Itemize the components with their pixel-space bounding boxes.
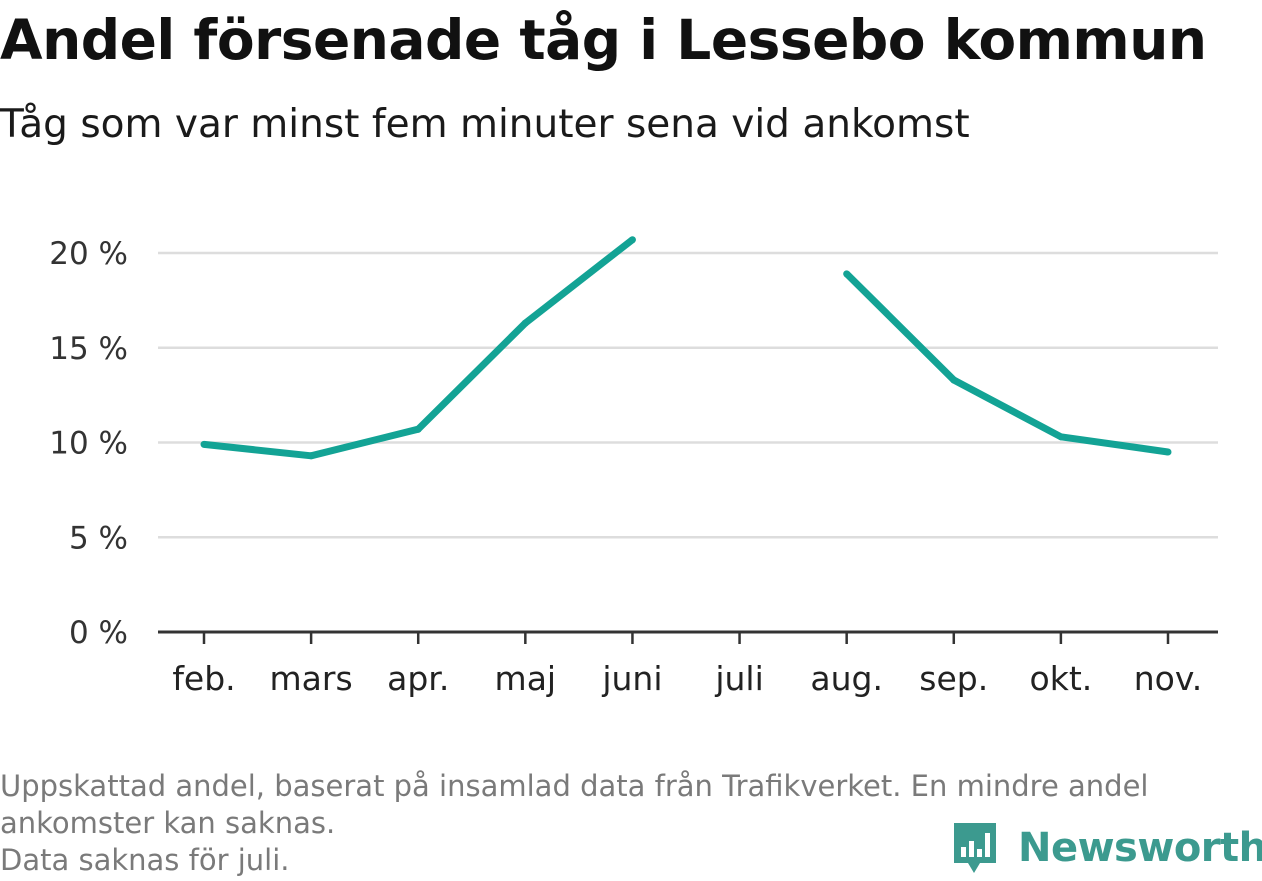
- x-tick-label-2: apr.: [387, 659, 449, 698]
- bar-chart-speech-bubble-icon: [950, 819, 1000, 877]
- y-tick-label-15: 15 %: [49, 331, 128, 367]
- chart-title: Andel försenade tåg i Lessebo kommun: [0, 8, 1207, 72]
- x-tick-label-4: juni: [601, 659, 662, 698]
- gridlines: [158, 251, 1218, 539]
- x-tick-label-6: aug.: [810, 659, 883, 698]
- data-point-juni: [628, 236, 636, 244]
- y-tick-label-10: 10 %: [49, 426, 128, 462]
- x-tick-label-5: juli: [714, 659, 763, 698]
- x-tick-label-9: nov.: [1134, 659, 1203, 698]
- newsworthy-logo[interactable]: Newsworthy: [950, 818, 1262, 878]
- x-axis: feb. mars apr. maj juni juli aug. sep. okt. nov.: [158, 630, 1218, 698]
- data-point-feb: [200, 440, 208, 448]
- x-tick-label-7: sep.: [919, 659, 988, 698]
- footnote-line-2: ankomster kan saknas.: [0, 806, 336, 840]
- footnote: Uppskattad andel, baserat på insamlad da…: [0, 768, 1250, 879]
- data-point-apr: [414, 425, 422, 433]
- data-point-okt: [1057, 433, 1065, 441]
- data-point-sep: [950, 376, 958, 384]
- x-tick-label-8: okt.: [1030, 659, 1093, 698]
- y-tick-label-0: 0 %: [69, 615, 128, 651]
- footnote-line-1: Uppskattad andel, baserat på insamlad da…: [0, 769, 1149, 803]
- x-tick-label-1: mars: [270, 659, 353, 698]
- series-0-segment-1: [844, 271, 1169, 456]
- y-tick-label-5: 5 %: [69, 520, 128, 556]
- logo-text: Newsworthy: [1018, 825, 1262, 871]
- data-point-aug: [843, 270, 851, 278]
- data-point-nov: [1164, 448, 1172, 456]
- y-tick-label-20: 20 %: [49, 236, 128, 272]
- series-lines: [200, 236, 1172, 460]
- x-tick-label-0: feb.: [172, 659, 235, 698]
- chart-subtitle: Tåg som var minst fem minuter sena vid a…: [0, 102, 970, 147]
- x-tick-label-3: maj: [495, 659, 557, 698]
- data-point-mars: [307, 452, 315, 460]
- footnote-line-3: Data saknas för juli.: [0, 843, 290, 877]
- data-point-maj: [521, 319, 529, 327]
- line-chart: 0 % 5 % 10 % 15 % 20 % feb. mars apr. maj juni ju…: [49, 236, 1218, 698]
- y-axis-tick-labels: 0 % 5 % 10 % 15 % 20 %: [49, 236, 128, 651]
